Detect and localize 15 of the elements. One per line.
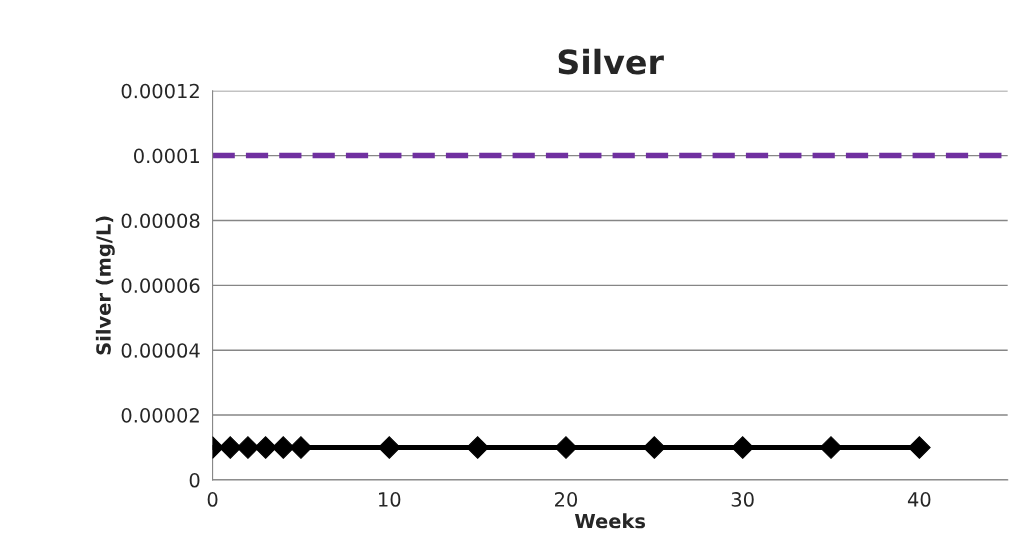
chart-title: Silver: [558, 48, 664, 75]
y-tick-label: 0: [189, 472, 200, 488]
y-tick-label: 0.00012: [121, 83, 199, 99]
x-tick-label: 0: [207, 492, 218, 507]
x-axis-title: Weeks: [574, 513, 646, 529]
y-tick-label: 0.00004: [121, 343, 200, 358]
x-tick-label: 40: [907, 492, 931, 507]
x-tick-label: 30: [731, 492, 754, 507]
y-tick-label: 0.00002: [121, 408, 199, 423]
x-tick-label: 20: [555, 492, 578, 507]
y-tick-label: 0.0001: [134, 148, 199, 164]
y-tick-label: 0.00006: [121, 278, 200, 293]
y-tick-label: 0.00008: [121, 213, 200, 229]
y-axis-title: Silver (mg/L): [95, 216, 115, 355]
x-tick-label: 10: [379, 492, 401, 507]
